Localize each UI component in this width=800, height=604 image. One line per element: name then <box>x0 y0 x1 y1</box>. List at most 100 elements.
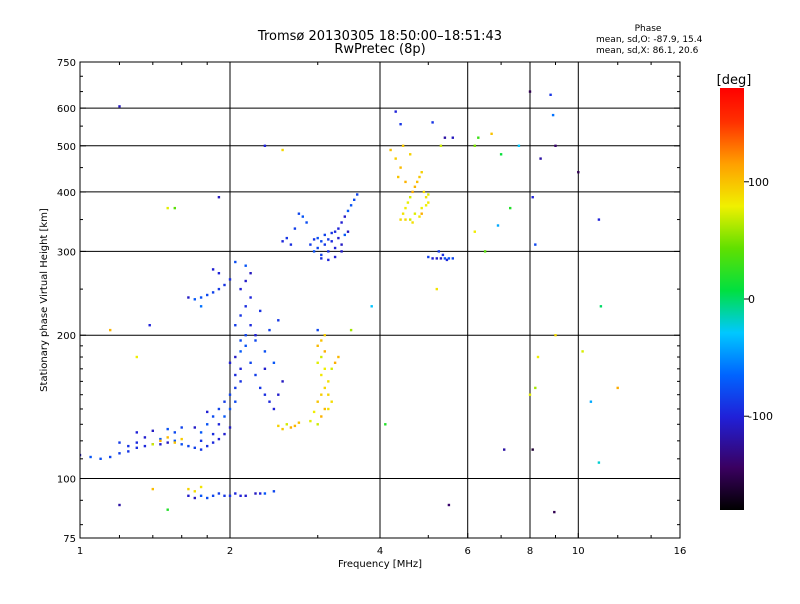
data-point <box>477 136 480 139</box>
data-point <box>499 153 503 156</box>
data-point <box>416 180 419 184</box>
data-point <box>239 367 242 370</box>
x-tick-label: 6 <box>465 546 471 557</box>
data-point <box>312 238 316 241</box>
data-point <box>327 258 330 262</box>
colorbar-ticks: -100 0 100 <box>744 176 773 423</box>
data-point <box>312 410 316 414</box>
chart-title: Tromsø 20130305 18:50:00–18:51:43 <box>257 29 502 44</box>
data-point <box>528 90 532 93</box>
data-point <box>259 386 262 390</box>
data-point <box>118 452 121 455</box>
y-tick-label: 100 <box>57 475 76 486</box>
data-point <box>320 355 323 359</box>
data-point <box>337 355 340 359</box>
data-point <box>263 492 267 495</box>
data-point <box>424 196 428 199</box>
data-point <box>272 361 276 364</box>
data-point <box>127 444 130 448</box>
data-point <box>323 407 326 411</box>
data-point <box>211 291 215 294</box>
x-tick-label: 4 <box>377 546 383 557</box>
data-point <box>517 144 521 147</box>
data-point <box>234 355 237 359</box>
data-point <box>340 243 343 246</box>
data-point <box>211 415 215 418</box>
data-point <box>281 148 284 152</box>
data-point <box>431 121 434 124</box>
data-point <box>281 427 284 431</box>
data-point <box>346 230 350 233</box>
data-point <box>239 350 242 353</box>
data-point <box>404 180 407 184</box>
data-point <box>199 485 203 489</box>
x-tick-label: 2 <box>227 546 233 557</box>
data-point <box>437 250 440 253</box>
data-point <box>166 427 169 431</box>
data-point <box>187 494 190 497</box>
data-point <box>356 193 359 196</box>
data-point <box>285 423 288 426</box>
data-point <box>327 407 330 411</box>
data-point <box>340 221 343 224</box>
data-point <box>323 334 326 337</box>
data-point <box>239 287 242 291</box>
data-point <box>180 437 183 441</box>
data-point <box>244 344 247 347</box>
data-point <box>285 236 288 240</box>
data-point <box>228 407 232 411</box>
data-point <box>254 334 257 337</box>
data-point <box>217 492 221 495</box>
x-tick-label: 1 <box>77 546 83 557</box>
data-point <box>211 432 215 436</box>
data-point <box>244 494 247 497</box>
data-point <box>597 461 601 464</box>
x-tick-label: 8 <box>527 546 533 557</box>
x-tick-label: 16 <box>674 546 687 557</box>
data-point <box>539 157 542 160</box>
y-axis-label: Stationary phase Virtual Height [km] <box>39 208 50 392</box>
data-point <box>234 260 237 264</box>
data-point <box>323 233 326 237</box>
data-point <box>445 258 449 262</box>
data-point <box>384 423 387 426</box>
data-point <box>309 419 312 423</box>
data-point <box>401 212 405 215</box>
data-point <box>422 190 426 194</box>
data-point <box>420 212 423 215</box>
data-point <box>413 212 417 215</box>
phase-stats-title: Phase <box>635 24 662 34</box>
data-point <box>199 494 203 497</box>
data-point <box>234 386 237 390</box>
x-axis-label: Frequency [MHz] <box>338 559 422 570</box>
data-point <box>394 110 397 113</box>
data-point <box>217 423 221 426</box>
data-point <box>254 492 257 495</box>
data-point <box>349 328 353 332</box>
data-point <box>323 243 326 246</box>
data-point <box>281 380 284 383</box>
data-point <box>394 157 397 160</box>
data-point <box>166 508 169 511</box>
data-point <box>320 415 323 418</box>
data-point <box>239 380 242 383</box>
data-point <box>148 324 151 327</box>
data-point <box>254 373 257 377</box>
data-point <box>409 218 412 221</box>
data-point <box>249 296 252 299</box>
data-point <box>109 328 112 332</box>
data-point <box>413 185 417 188</box>
data-point <box>211 268 215 271</box>
data-points <box>80 90 619 514</box>
data-point <box>451 136 454 139</box>
data-point <box>490 132 493 135</box>
data-point <box>143 436 147 439</box>
data-point <box>397 175 400 179</box>
data-point <box>234 400 237 403</box>
data-point <box>597 218 601 221</box>
data-point <box>118 105 121 108</box>
colorbar-tick-label: -100 <box>748 410 773 423</box>
data-point <box>581 350 584 353</box>
